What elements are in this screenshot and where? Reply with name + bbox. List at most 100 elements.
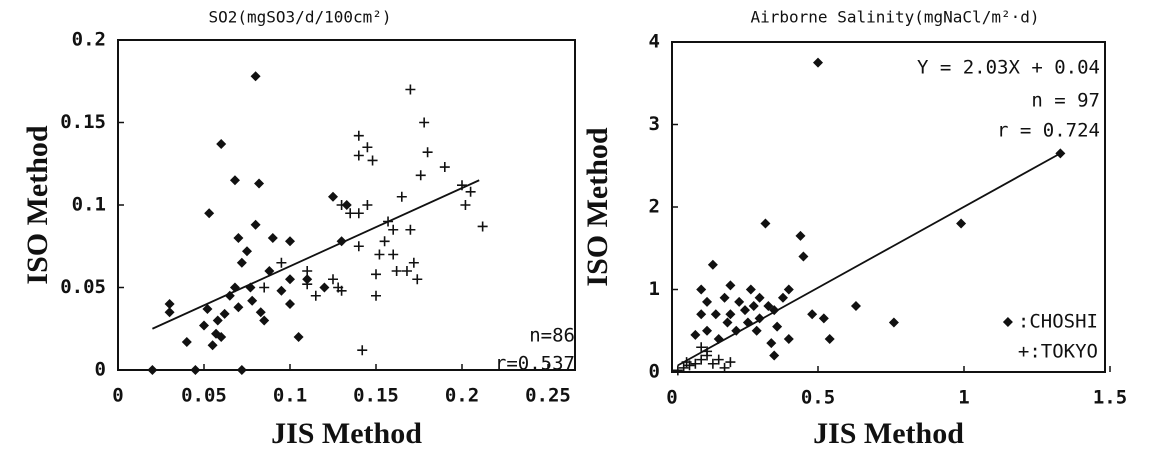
point: [374, 249, 385, 260]
point: [250, 71, 261, 82]
point: [202, 303, 213, 314]
x-tick-label: 0: [666, 387, 677, 409]
point: [457, 180, 467, 191]
point: [725, 357, 736, 368]
x-tick-label: 0.2: [445, 385, 479, 407]
annotation: Y = 2.03X + 0.04: [917, 57, 1100, 79]
point: [233, 302, 244, 313]
point: [690, 358, 701, 369]
point: [396, 191, 407, 202]
point: [754, 313, 765, 324]
x-tick-label: 1: [958, 387, 969, 409]
point: [751, 325, 762, 336]
point: [707, 358, 718, 369]
annotation: n=86: [529, 325, 575, 347]
point: [328, 274, 338, 285]
point: [164, 307, 175, 318]
point: [702, 346, 713, 357]
y-tick-label: 0.2: [72, 29, 106, 51]
point: [207, 340, 218, 351]
legend-label: +:TOKYO: [1018, 341, 1098, 363]
point: [748, 301, 759, 311]
point: [362, 200, 373, 210]
point: [164, 299, 175, 309]
point: [696, 309, 707, 320]
x-tick-label: 0: [112, 385, 123, 407]
point: [740, 305, 750, 316]
point: [465, 186, 476, 197]
y-tick-label: 0.1: [72, 194, 106, 216]
point: [678, 362, 689, 373]
point: [888, 317, 899, 328]
point: [229, 175, 240, 186]
x-axis-label: JIS Method: [813, 417, 964, 450]
point: [460, 200, 471, 210]
x-axis-label: JIS Method: [271, 417, 422, 450]
point: [405, 224, 416, 235]
point: [353, 150, 364, 161]
point: [367, 155, 378, 166]
y-tick-label: 3: [649, 113, 660, 135]
point: [850, 301, 861, 311]
point: [310, 290, 321, 301]
point: [772, 321, 783, 332]
point: [245, 282, 256, 293]
point: [190, 365, 201, 375]
point: [224, 290, 235, 301]
x-tick-label: 0.05: [181, 385, 227, 407]
point: [690, 329, 701, 340]
point: [216, 332, 227, 342]
point: [285, 299, 295, 309]
point: [719, 292, 730, 303]
point: [229, 282, 240, 293]
point: [725, 309, 736, 320]
point: [181, 336, 192, 347]
point: [405, 84, 416, 95]
x-tick-label: 0.5: [801, 387, 835, 409]
point: [419, 117, 430, 128]
point: [353, 208, 364, 219]
point: [1055, 148, 1066, 159]
point: [777, 292, 788, 303]
point: [766, 338, 777, 349]
x-tick-label: 0.1: [273, 385, 307, 407]
point: [302, 279, 313, 290]
point: [204, 208, 215, 219]
point: [696, 354, 707, 365]
point: [713, 334, 724, 344]
point: [769, 350, 780, 361]
point: [285, 236, 295, 247]
point: [371, 269, 381, 280]
point: [388, 224, 399, 235]
y-tick-label: 0: [649, 361, 660, 383]
point: [341, 200, 352, 210]
point: [233, 233, 244, 243]
point: [336, 236, 347, 247]
point: [795, 230, 806, 241]
point: [353, 241, 364, 252]
point: [412, 274, 423, 285]
point: [742, 317, 753, 328]
point: [371, 290, 381, 301]
point: [731, 325, 742, 336]
point: [379, 236, 390, 247]
y-axis-label: ISO Method: [581, 127, 614, 287]
point: [422, 147, 433, 158]
point: [259, 315, 270, 326]
point: [391, 266, 402, 276]
annotation: r=0.537: [495, 353, 575, 375]
y-tick-label: 1: [649, 278, 660, 300]
point: [362, 142, 373, 153]
point: [745, 284, 756, 295]
point: [798, 251, 809, 262]
point: [345, 208, 356, 219]
point: [336, 285, 347, 296]
point: [302, 266, 313, 276]
fit-line: [152, 179, 480, 330]
point: [276, 257, 287, 268]
point: [734, 296, 745, 307]
point: [760, 218, 771, 229]
point: [696, 284, 707, 295]
point: [247, 295, 258, 306]
point: [388, 249, 399, 260]
